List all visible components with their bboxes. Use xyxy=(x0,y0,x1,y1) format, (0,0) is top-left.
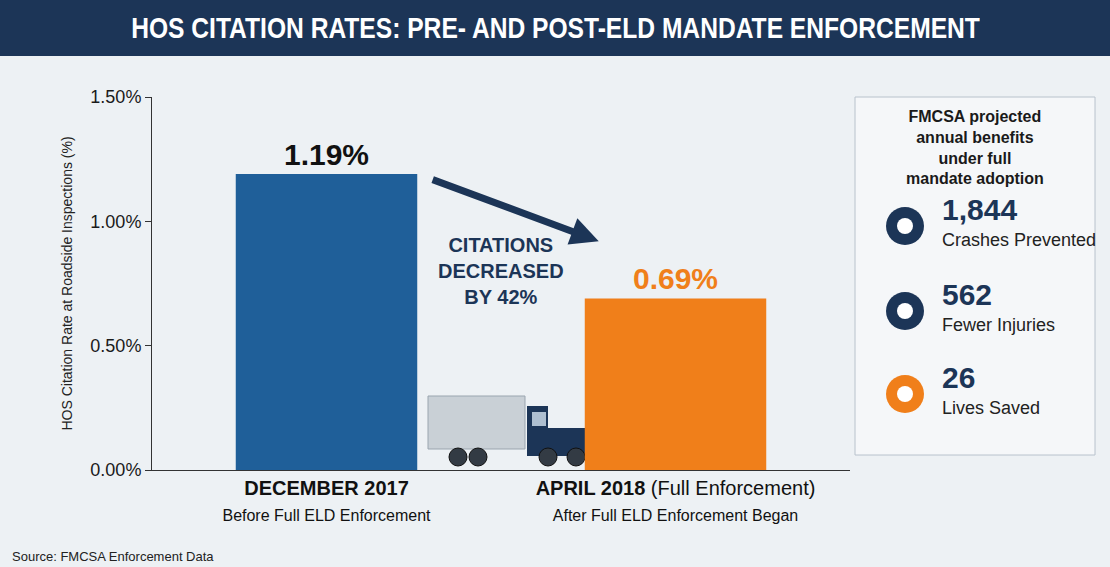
svg-text:26: 26 xyxy=(942,361,975,394)
svg-text:FMCSA projectedannual benefits: FMCSA projectedannual benefitsunder full… xyxy=(906,108,1044,187)
svg-text:1.19%: 1.19% xyxy=(284,138,369,171)
svg-text:0.50%: 0.50% xyxy=(90,336,141,356)
svg-text:HOS Citation Rate at Roadside: HOS Citation Rate at Roadside Inspection… xyxy=(59,136,75,430)
svg-text:1,844: 1,844 xyxy=(942,193,1017,226)
svg-text:Fewer Injuries: Fewer Injuries xyxy=(942,315,1055,335)
html-text:HOS CITATION RATES: PRE- AND P: HOS CITATION RATES: PRE- AND POST-ELD MA… xyxy=(130,11,980,44)
svg-text:1.00%: 1.00% xyxy=(90,212,141,232)
svg-text:0.00%: 0.00% xyxy=(90,460,141,480)
svg-text:0.69%: 0.69% xyxy=(633,262,718,295)
svg-text:1.50%: 1.50% xyxy=(90,87,141,107)
svg-text:CITATIONSDECREASEDBY 42%: CITATIONSDECREASEDBY 42% xyxy=(438,234,564,308)
svg-text:Source: FMCSA Enforcement Data: Source: FMCSA Enforcement Data xyxy=(12,549,214,564)
svg-text:562: 562 xyxy=(942,278,992,311)
svg-text:Lives Saved: Lives Saved xyxy=(942,398,1040,418)
svg-text:DECEMBER 2017Before Full ELD E: DECEMBER 2017Before Full ELD Enforcement xyxy=(222,477,431,524)
svg-text:APRIL 2018 (Full Enforcement)A: APRIL 2018 (Full Enforcement)After Full … xyxy=(536,477,816,524)
svg-text:Crashes Prevented: Crashes Prevented xyxy=(942,230,1096,250)
